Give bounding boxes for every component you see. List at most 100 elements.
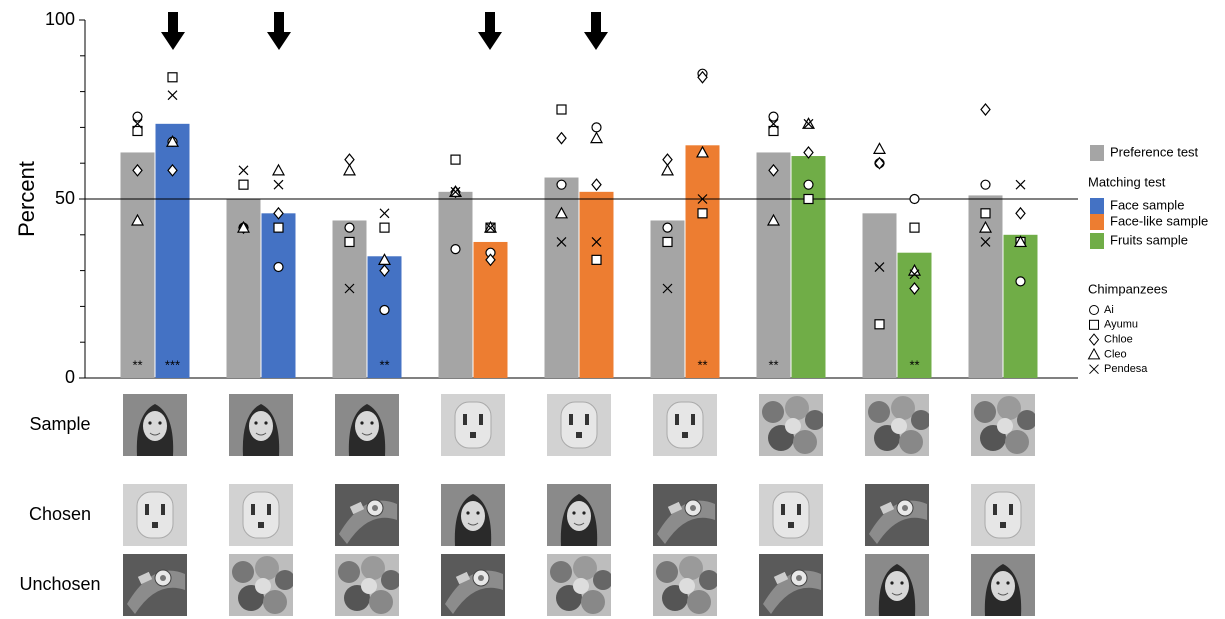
arrow — [478, 12, 502, 50]
marker-x — [167, 90, 178, 101]
marker-diamond — [662, 153, 673, 167]
marker-diamond — [132, 163, 143, 177]
stimulus-image — [865, 484, 929, 546]
arrow — [584, 12, 608, 50]
marker-diamond — [1015, 206, 1026, 220]
stimulus-image — [547, 394, 611, 456]
marker-diamond — [909, 282, 920, 295]
marker-x — [874, 262, 885, 272]
marker-square — [662, 236, 673, 248]
marker-square — [132, 125, 143, 137]
arrow — [161, 12, 185, 50]
marker-triangle — [165, 134, 180, 147]
marker-diamond — [803, 146, 814, 159]
marker-circle — [132, 111, 143, 122]
stimulus-image — [971, 554, 1035, 616]
marker-diamond — [874, 156, 885, 170]
bar — [261, 213, 296, 378]
marker-triangle — [872, 142, 887, 154]
marker-diamond — [768, 163, 779, 177]
marker-x — [803, 118, 814, 129]
marker-diamond — [591, 178, 602, 192]
marker-circle — [1089, 305, 1099, 315]
legend-label: Chloe — [1104, 334, 1133, 346]
marker-square — [591, 254, 602, 265]
legend-label: Ai — [1104, 304, 1114, 316]
marker-square — [909, 222, 920, 233]
marker-circle — [1015, 276, 1026, 287]
row-label: Unchosen — [19, 574, 100, 594]
bar — [579, 191, 614, 378]
arrow — [267, 12, 291, 50]
significance-label: *** — [165, 357, 180, 372]
y-tick-label: 50 — [55, 188, 75, 208]
stimulus-image — [653, 394, 717, 456]
legend-swatch — [1090, 198, 1104, 214]
y-tick-label: 100 — [45, 9, 75, 29]
bar — [1003, 234, 1038, 378]
marker-square — [379, 222, 390, 233]
stimulus-image — [441, 484, 505, 546]
legend-label: Pendesa — [1104, 363, 1148, 375]
legend-label: Face-like sample — [1110, 213, 1208, 228]
marker-diamond — [980, 103, 991, 116]
bar — [438, 191, 473, 378]
stimulus-image — [335, 394, 399, 456]
stimulus-image — [123, 394, 187, 456]
marker-triangle — [589, 131, 604, 144]
marker-circle — [980, 179, 991, 190]
stimulus-image — [547, 554, 611, 616]
marker-triangle — [695, 145, 710, 158]
marker-x — [662, 283, 673, 294]
marker-square — [1089, 319, 1099, 330]
marker-square — [697, 208, 708, 219]
stimulus-image — [441, 394, 505, 456]
marker-circle — [450, 244, 461, 255]
legend-label: Fruits sample — [1110, 232, 1188, 247]
stimulus-image — [229, 394, 293, 456]
marker-diamond — [167, 163, 178, 177]
marker-x — [450, 186, 461, 197]
stimulus-image — [335, 554, 399, 616]
marker-x — [768, 118, 779, 129]
legend-group-title: Matching test — [1088, 174, 1166, 189]
marker-circle — [591, 122, 602, 133]
marker-square — [450, 154, 461, 165]
stimulus-image — [653, 554, 717, 616]
marker-triangle — [978, 220, 993, 233]
marker-circle — [803, 179, 814, 190]
stimulus-image — [335, 484, 399, 546]
marker-square — [556, 104, 567, 115]
y-tick-label: 0 — [65, 367, 75, 387]
marker-triangle — [1087, 347, 1101, 360]
bar — [862, 213, 897, 378]
marker-x — [344, 283, 355, 294]
stimulus-image — [123, 484, 187, 546]
marker-triangle — [554, 206, 569, 219]
marker-triangle — [660, 163, 675, 176]
marker-triangle — [271, 163, 286, 176]
y-axis-label: Percent — [14, 161, 39, 237]
row-label: Sample — [29, 414, 90, 434]
stimulus-image — [865, 394, 929, 456]
legend-group-title: Chimpanzees — [1088, 281, 1168, 296]
bar — [120, 152, 155, 378]
legend-swatch — [1090, 214, 1104, 230]
marker-x — [556, 237, 567, 247]
marker-diamond — [273, 206, 284, 220]
row-label: Chosen — [29, 504, 91, 524]
marker-diamond — [556, 131, 567, 145]
marker-circle — [909, 193, 920, 205]
legend-swatch — [1090, 233, 1104, 249]
stimulus-image — [653, 484, 717, 546]
marker-square — [344, 236, 355, 248]
legend-swatch — [1090, 145, 1104, 161]
marker-circle — [662, 222, 673, 233]
marker-circle — [344, 222, 355, 233]
marker-square — [980, 208, 991, 219]
stimulus-image — [229, 554, 293, 616]
stimulus-image — [759, 484, 823, 546]
significance-label: ** — [132, 357, 142, 372]
marker-diamond — [344, 153, 355, 167]
